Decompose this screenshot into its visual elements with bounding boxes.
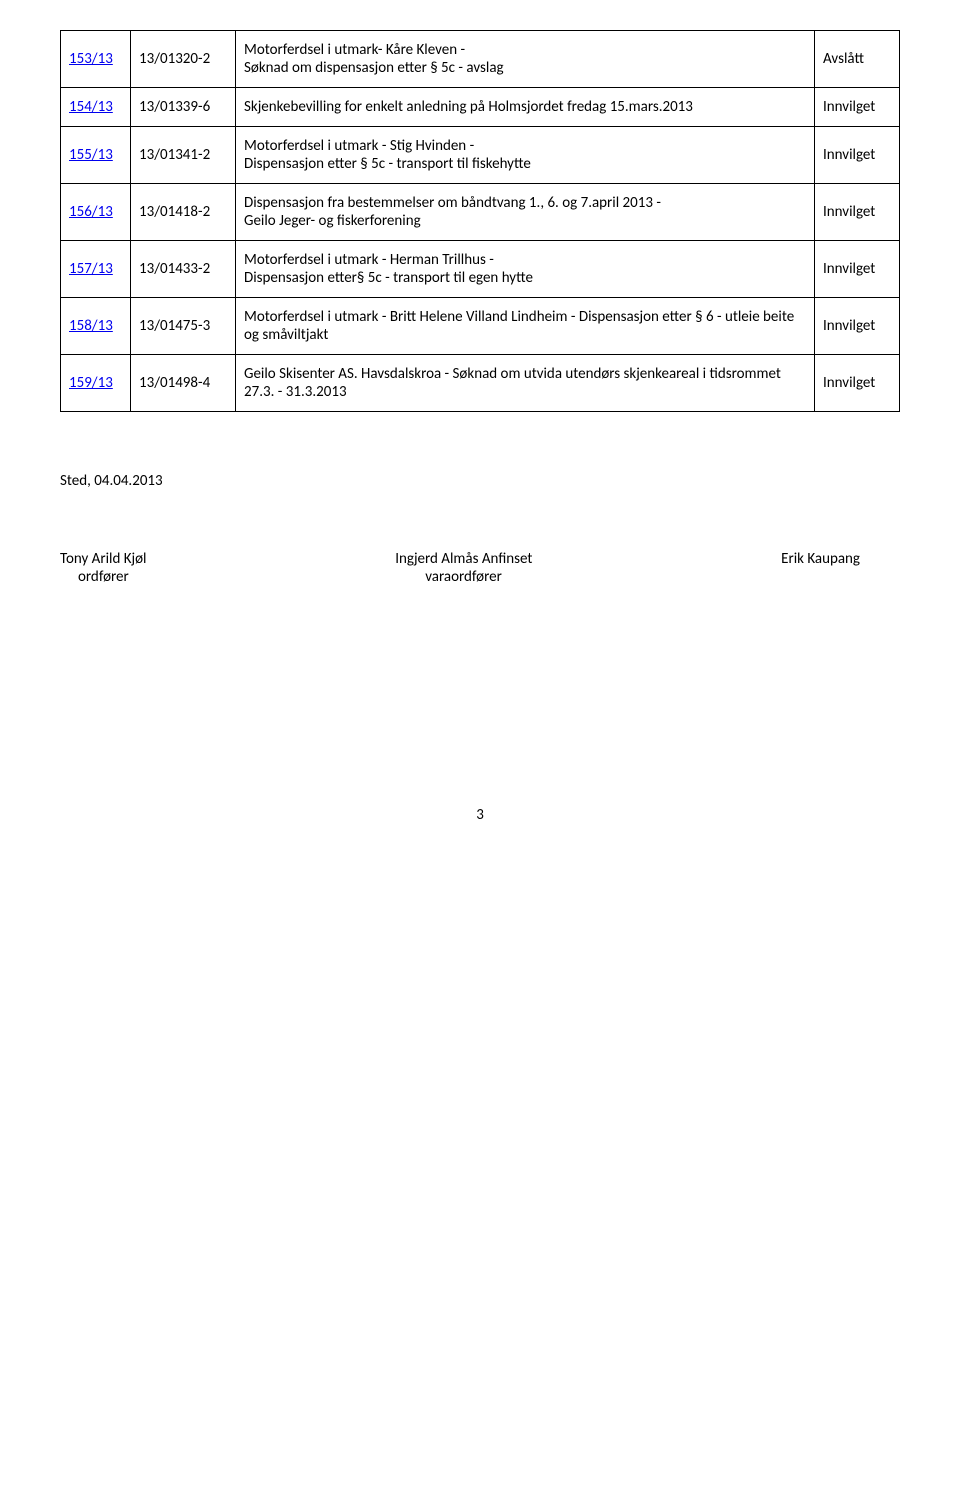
case-ref-cell: 13/01339-6 xyxy=(131,88,236,127)
case-ref-cell: 13/01433-2 xyxy=(131,241,236,298)
document-page: 153/13 13/01320-2Motorferdsel i utmark- K… xyxy=(0,0,960,864)
case-ref-cell: 13/01418-2 xyxy=(131,184,236,241)
table-row: 157/13 13/01433-2Motorferdsel i utmark - … xyxy=(61,241,900,298)
page-number: 3 xyxy=(60,806,900,824)
case-desc-cell: Motorferdsel i utmark- Kåre Kleven - Søk… xyxy=(236,31,815,88)
signature-block: Sted, 04.04.2013 Tony Arild Kjøl ordføre… xyxy=(60,472,900,586)
signature-row: Tony Arild Kjøl ordfører Ingjerd Almås A… xyxy=(60,550,900,586)
case-status-cell: Innvilget xyxy=(815,355,900,412)
case-id-cell: 157/13 xyxy=(61,241,131,298)
case-desc-cell: Motorferdsel i utmark - Britt Helene Vil… xyxy=(236,298,815,355)
table-row: 154/13 13/01339-6Skjenkebevilling for enk… xyxy=(61,88,900,127)
case-id-cell: 158/13 xyxy=(61,298,131,355)
case-id-link[interactable]: 153/13 xyxy=(69,50,113,68)
case-id-link[interactable]: 154/13 xyxy=(69,98,113,116)
case-id-link[interactable]: 157/13 xyxy=(69,260,113,278)
table-row: 156/13 13/01418-2Dispensasjon fra bestemm… xyxy=(61,184,900,241)
case-ref-cell: 13/01341-2 xyxy=(131,127,236,184)
case-id-cell: 159/13 xyxy=(61,355,131,412)
case-ref-cell: 13/01498-4 xyxy=(131,355,236,412)
case-id-cell: 153/13 xyxy=(61,31,131,88)
signature-col-1: Tony Arild Kjøl ordfører xyxy=(60,550,147,586)
signature-col-3: Erik Kaupang xyxy=(781,550,900,586)
case-ref-cell: 13/01320-2 xyxy=(131,31,236,88)
case-status-cell: Innvilget xyxy=(815,88,900,127)
case-desc-cell: Motorferdsel i utmark - Herman Trillhus … xyxy=(236,241,815,298)
case-table: 153/13 13/01320-2Motorferdsel i utmark- K… xyxy=(60,30,900,412)
case-ref-cell: 13/01475-3 xyxy=(131,298,236,355)
case-status-cell: Innvilget xyxy=(815,184,900,241)
case-id-link[interactable]: 159/13 xyxy=(69,374,113,392)
table-row: 158/13 13/01475-3Motorferdsel i utmark - … xyxy=(61,298,900,355)
table-row: 155/13 13/01341-2Motorferdsel i utmark - … xyxy=(61,127,900,184)
sig1-name: Tony Arild Kjøl xyxy=(60,550,147,568)
table-row: 159/13 13/01498-4Geilo Skisenter AS. Havs… xyxy=(61,355,900,412)
case-id-cell: 154/13 xyxy=(61,88,131,127)
case-status-cell: Innvilget xyxy=(815,298,900,355)
case-id-cell: 155/13 xyxy=(61,127,131,184)
signature-col-2: Ingjerd Almås Anfinset varaordfører xyxy=(395,550,532,586)
sig2-name: Ingjerd Almås Anfinset xyxy=(395,550,532,568)
case-desc-cell: Dispensasjon fra bestemmelser om båndtva… xyxy=(236,184,815,241)
sig2-title: varaordfører xyxy=(395,568,532,586)
case-id-link[interactable]: 156/13 xyxy=(69,203,113,221)
case-id-link[interactable]: 158/13 xyxy=(69,317,113,335)
place-date: Sted, 04.04.2013 xyxy=(60,472,900,490)
case-id-cell: 156/13 xyxy=(61,184,131,241)
case-desc-cell: Geilo Skisenter AS. Havsdalskroa - Søkna… xyxy=(236,355,815,412)
case-id-link[interactable]: 155/13 xyxy=(69,146,113,164)
case-status-cell: Innvilget xyxy=(815,127,900,184)
case-desc-cell: Skjenkebevilling for enkelt anledning på… xyxy=(236,88,815,127)
sig3-name: Erik Kaupang xyxy=(781,550,860,568)
case-status-cell: Innvilget xyxy=(815,241,900,298)
table-row: 153/13 13/01320-2Motorferdsel i utmark- K… xyxy=(61,31,900,88)
case-status-cell: Avslått xyxy=(815,31,900,88)
case-desc-cell: Motorferdsel i utmark - Stig Hvinden - D… xyxy=(236,127,815,184)
sig1-title: ordfører xyxy=(60,568,147,586)
